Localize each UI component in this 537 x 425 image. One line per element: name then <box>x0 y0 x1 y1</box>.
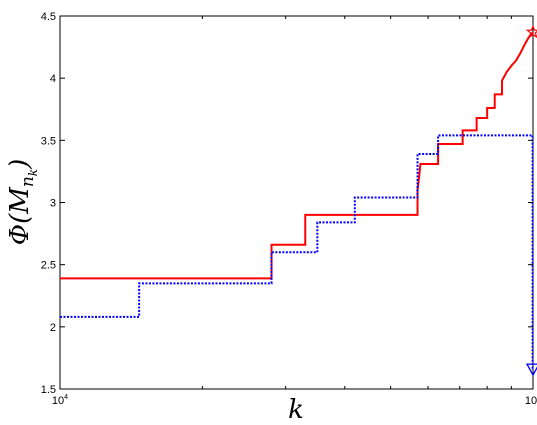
y-axis-label-sub: n <box>18 176 38 187</box>
y-tick-label: 3 <box>50 198 56 210</box>
series-end-marker-star <box>525 24 537 39</box>
y-axis-label: Φ(Mnk) <box>5 159 40 245</box>
x-axis-label: k <box>288 395 304 425</box>
x-tick-base: 10 <box>52 395 64 407</box>
y-tick-label: 1.5 <box>41 384 56 396</box>
series-line-0 <box>60 31 534 280</box>
y-axis-label-prefix: Φ( <box>5 213 35 245</box>
x-axis-label-text: k <box>288 395 304 425</box>
x-tick-base: 10 <box>525 395 537 407</box>
y-tick-label: 3.5 <box>41 135 56 147</box>
y-axis-label-symbol: M <box>5 186 35 215</box>
series-end-marker-triangle <box>525 363 537 377</box>
y-tick-label: 4.5 <box>41 11 56 23</box>
ticks-layer: 1.522.533.544.5104105 <box>41 11 537 407</box>
plot-area <box>59 15 534 390</box>
series-layer <box>60 24 537 377</box>
x-tick-label: 105 <box>525 394 537 407</box>
y-tick-label: 2.5 <box>41 260 56 272</box>
y-tick-label: 2 <box>50 322 56 334</box>
y-axis-label-suffix: ) <box>5 159 35 170</box>
y-axis-label-text: Φ(Mnk) <box>5 159 40 245</box>
y-axis-label-subsub: k <box>26 169 40 176</box>
x-tick-label: 104 <box>52 394 68 407</box>
series-line-1 <box>60 134 534 371</box>
y-tick-label: 4 <box>50 73 56 85</box>
x-tick-exponent: 4 <box>64 394 68 401</box>
